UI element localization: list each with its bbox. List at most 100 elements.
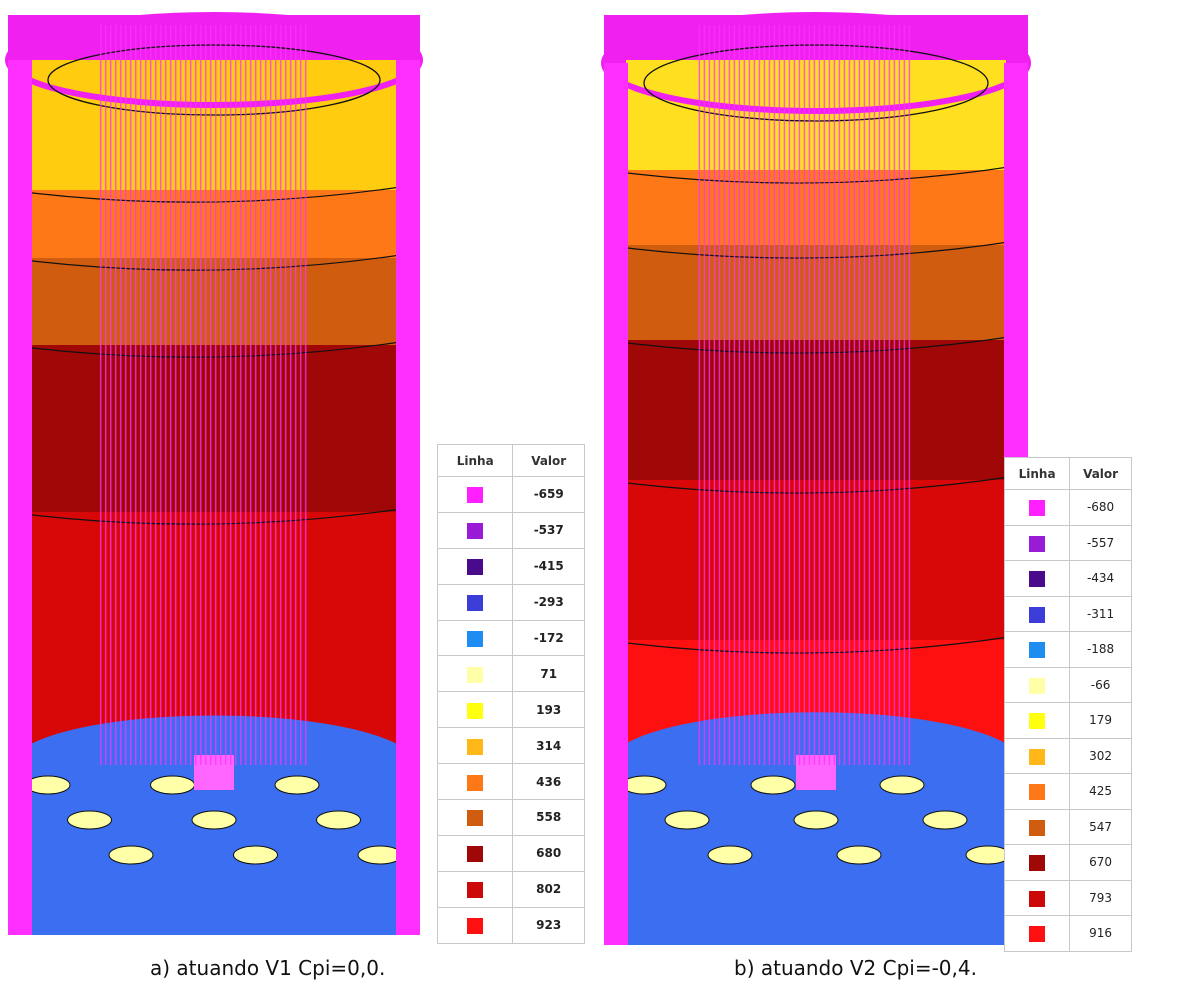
base-spot [794, 811, 838, 829]
legend-swatch [467, 667, 483, 683]
legend-swatch-cell [438, 907, 513, 943]
legend-value: -537 [513, 512, 585, 548]
legend-header-cell: Linha [1005, 458, 1070, 490]
legend-value: 680 [513, 835, 585, 871]
legend-value: 314 [513, 728, 585, 764]
side-right [396, 60, 420, 935]
legend-value: 793 [1070, 880, 1132, 916]
legend-swatch [1029, 607, 1045, 623]
legend-swatch [467, 595, 483, 611]
side-left [604, 63, 628, 945]
base-spot [151, 776, 195, 794]
legend-value: -415 [513, 548, 585, 584]
legend-swatch [467, 810, 483, 826]
legend-swatch-cell [438, 656, 513, 692]
legend-value: -188 [1070, 632, 1132, 668]
pressure-band [626, 340, 1006, 480]
base-wall [12, 765, 416, 935]
legend-header-cell: Valor [1070, 458, 1132, 490]
legend-row: -557 [1005, 525, 1132, 561]
legend-swatch-cell [438, 800, 513, 836]
legend-row: 302 [1005, 738, 1132, 774]
legend-row: 179 [1005, 703, 1132, 739]
legend-row: -188 [1005, 632, 1132, 668]
legend-swatch-cell [1005, 596, 1070, 632]
base-spot [923, 811, 967, 829]
legend-swatch [467, 523, 483, 539]
base-spot [68, 811, 112, 829]
legend-swatch [467, 882, 483, 898]
legend-value: -172 [513, 620, 585, 656]
legend-swatch [1029, 891, 1045, 907]
base-spot [880, 776, 924, 794]
legend-row: -537 [438, 512, 585, 548]
legend-row: 71 [438, 656, 585, 692]
legend-value: 558 [513, 800, 585, 836]
base-spot [665, 811, 709, 829]
legend-value: -293 [513, 584, 585, 620]
legend-value: 436 [513, 764, 585, 800]
pressure-band [30, 512, 398, 750]
legend-value: 302 [1070, 738, 1132, 774]
legend-swatch-cell [1005, 525, 1070, 561]
base-spot [622, 776, 666, 794]
legend-swatch [467, 703, 483, 719]
legend-swatch [1029, 749, 1045, 765]
legend-row: 547 [1005, 809, 1132, 845]
pressure-band [30, 258, 398, 345]
legend-row: 314 [438, 728, 585, 764]
legend-swatch-cell [1005, 667, 1070, 703]
legend-swatch-cell [1005, 490, 1070, 526]
legend-row: 916 [1005, 916, 1132, 952]
legend-swatch-cell [438, 728, 513, 764]
cylinder-render [598, 0, 1038, 960]
legend-value: 179 [1070, 703, 1132, 739]
legend-header-cell: Linha [438, 445, 513, 477]
cylinder-render [0, 0, 430, 950]
base-wall [608, 765, 1024, 945]
legend-value: 923 [513, 907, 585, 943]
legend-value: -680 [1070, 490, 1132, 526]
legend-swatch-cell [1005, 809, 1070, 845]
legend-row: -66 [1005, 667, 1132, 703]
legend-row: -659 [438, 477, 585, 513]
legend-swatch-cell [438, 620, 513, 656]
base-spot [358, 846, 402, 864]
legend-row: 436 [438, 764, 585, 800]
legend-swatch [1029, 571, 1045, 587]
legend-swatch [1029, 536, 1045, 552]
pressure-band [30, 60, 398, 190]
caption: b) atuando V2 Cpi=-0,4. [734, 956, 977, 980]
legend-swatch [1029, 500, 1045, 516]
legend-swatch [467, 631, 483, 647]
legend-value: 71 [513, 656, 585, 692]
legend-value: -557 [1070, 525, 1132, 561]
legend-row: 193 [438, 692, 585, 728]
legend-swatch-cell [1005, 774, 1070, 810]
base-spot [192, 811, 236, 829]
legend-value: -434 [1070, 561, 1132, 597]
legend-swatch-cell [438, 548, 513, 584]
legend-value: 670 [1070, 845, 1132, 881]
base-spot [751, 776, 795, 794]
legend-row: -311 [1005, 596, 1132, 632]
base-spot [317, 811, 361, 829]
legend-row: -172 [438, 620, 585, 656]
legend-value: -659 [513, 477, 585, 513]
legend-row: 670 [1005, 845, 1132, 881]
legend-swatch [1029, 926, 1045, 942]
legend-swatch [467, 487, 483, 503]
base-spot [109, 846, 153, 864]
pressure-band [626, 60, 1006, 170]
base-spot [837, 846, 881, 864]
base-spot [26, 776, 70, 794]
pressure-band [626, 170, 1006, 245]
legend-value: 425 [1070, 774, 1132, 810]
pressure-band [30, 190, 398, 258]
legend-swatch-cell [1005, 561, 1070, 597]
legend-row: -415 [438, 548, 585, 584]
legend-swatch-cell [438, 871, 513, 907]
legend-row: -680 [1005, 490, 1132, 526]
